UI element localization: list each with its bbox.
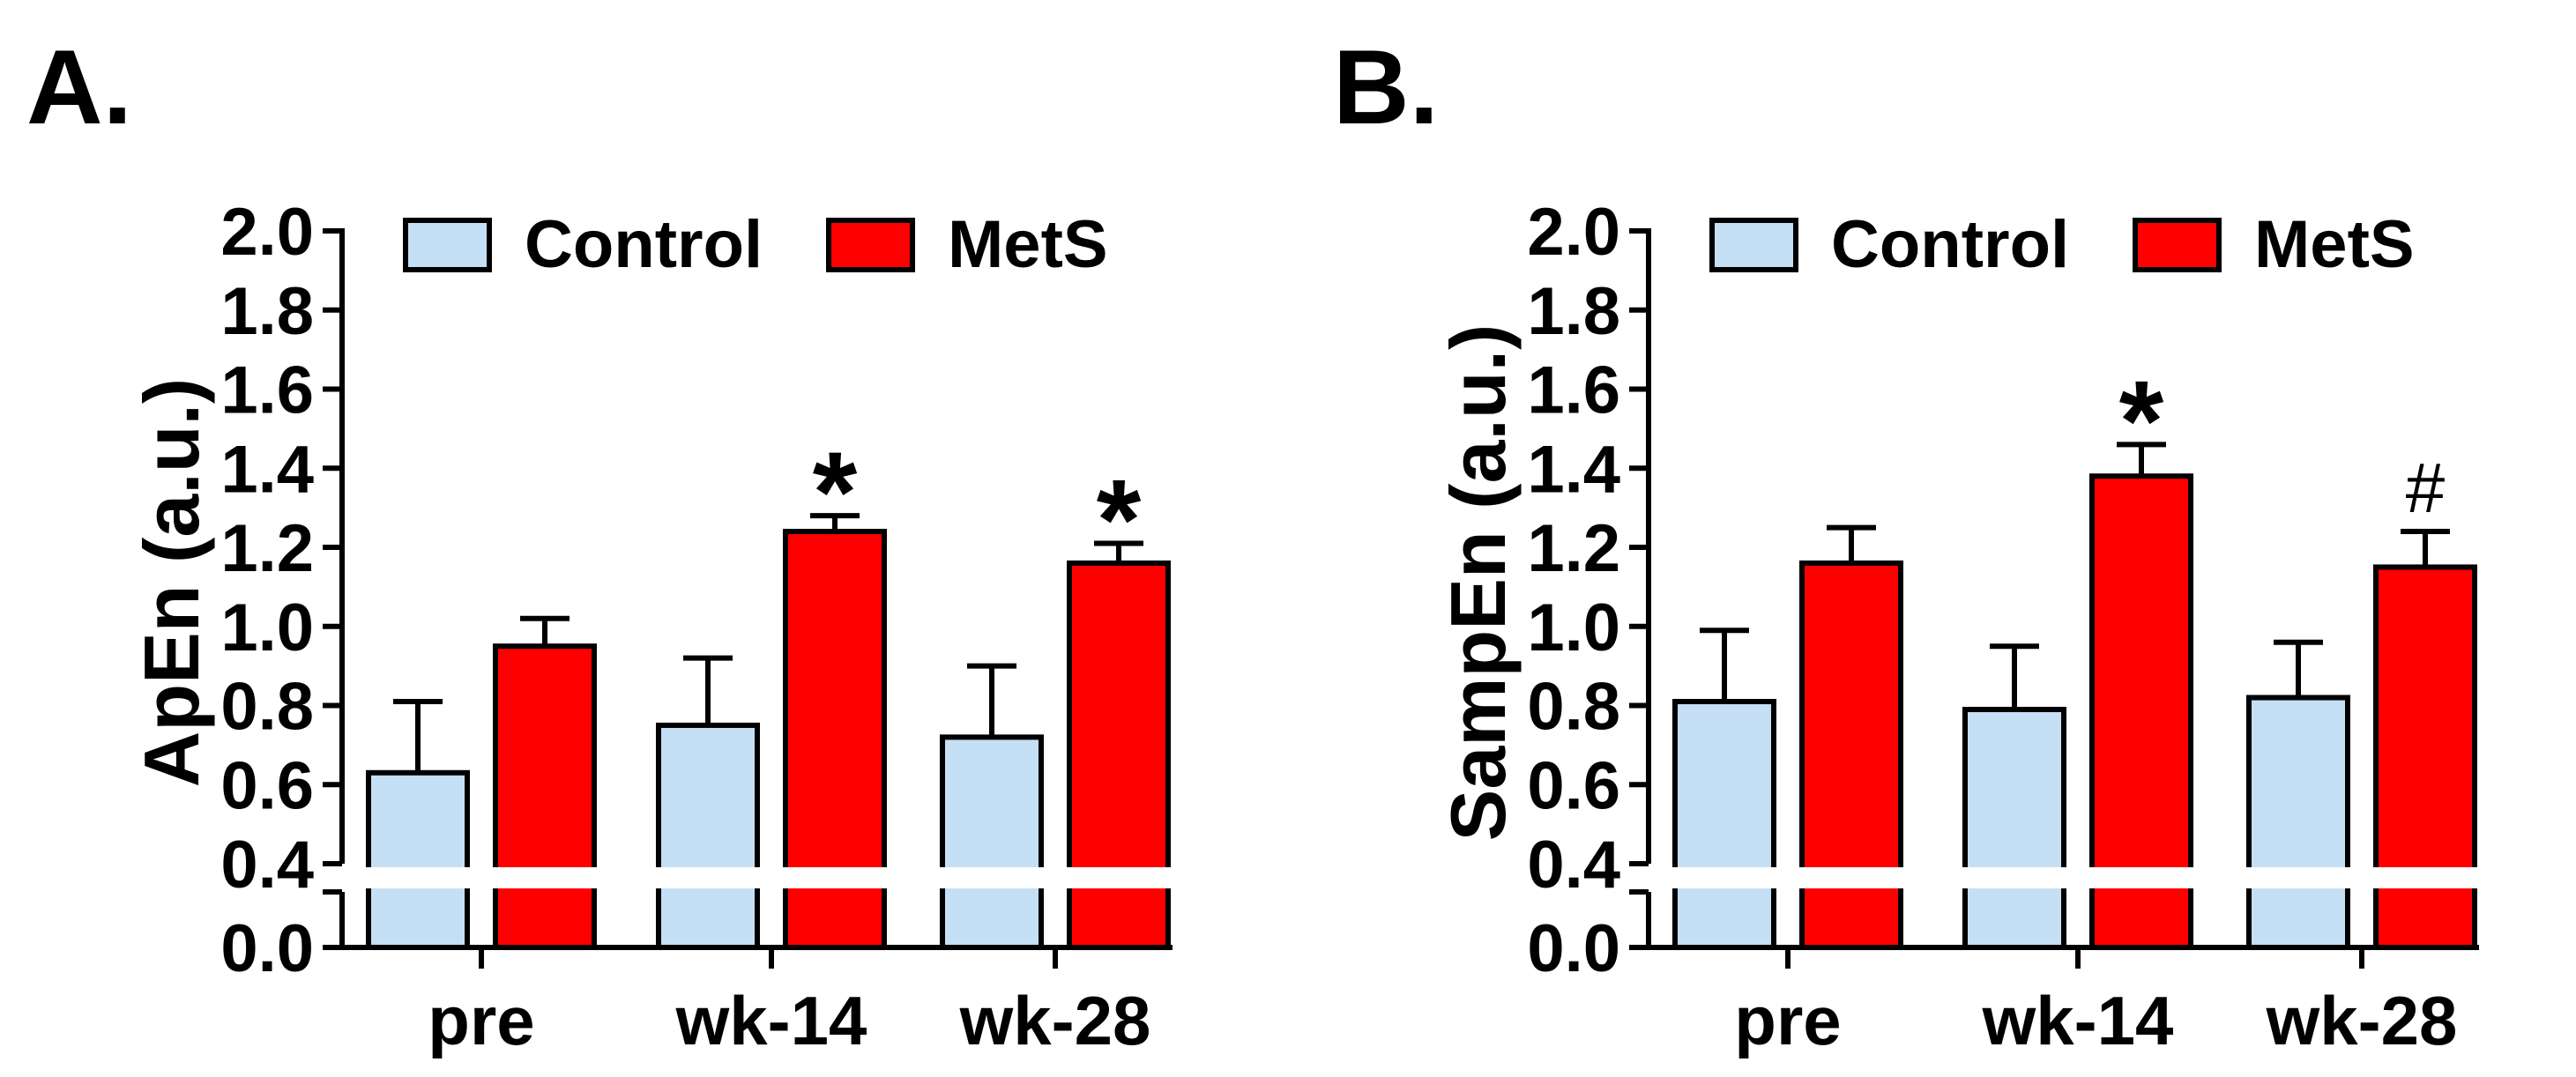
legend-label-control: Control (1831, 207, 2069, 282)
significance-mark-wk-28: # (2406, 449, 2446, 527)
panel-label: A. (26, 28, 132, 146)
y-tick-label-1.0: 1.0 (220, 590, 314, 665)
x-tick-label-wk-28: wk-28 (2266, 982, 2458, 1059)
bar-mets-wk-28 (1067, 560, 1171, 950)
bar-mets-pre (493, 643, 597, 950)
legend-label-control: Control (525, 207, 763, 282)
y-tick-label-0.6: 0.6 (1527, 748, 1620, 823)
y-tick-label-1.8: 1.8 (220, 274, 314, 349)
legend-label-mets: MetS (948, 207, 1108, 282)
bar-mets-pre (1799, 560, 1903, 950)
axis-break-gap (1622, 867, 2505, 888)
y-tick-label-0.0: 0.0 (220, 911, 314, 986)
y-tick-label-0.0: 0.0 (1527, 911, 1620, 986)
legend-swatch-mets (826, 218, 915, 272)
panel-label: B. (1333, 28, 1439, 146)
legend-swatch-mets (2133, 218, 2222, 272)
x-tick-label-wk-14: wk-14 (1982, 982, 2174, 1059)
panel-b-chart: B. SampEn (a.u.) pre * wk-14 # wk-28 0.0 0.40.60… (1333, 28, 2505, 1059)
y-axis-label: SampEn (a.u.) (1434, 324, 1522, 842)
significance-mark-wk-28: * (1097, 456, 1142, 584)
x-tick-label-pre: pre (428, 982, 534, 1059)
y-tick-label-2.0: 2.0 (1527, 195, 1620, 270)
y-tick-label-1.0: 1.0 (1527, 590, 1620, 665)
y-tick-label-1.6: 1.6 (1527, 353, 1620, 428)
y-tick-label-1.8: 1.8 (1527, 274, 1620, 349)
panel-a-chart: A. ApEn (a.u.) pre * wk-14 * wk-28 0.0 0.40.60.8… (26, 28, 1199, 1059)
legend-swatch-control (403, 218, 492, 272)
legend-label-mets: MetS (2254, 207, 2415, 282)
axis-break-gap (316, 867, 1199, 888)
y-tick-label-1.6: 1.6 (220, 353, 314, 428)
bar-control-pre (1672, 699, 1776, 950)
bar-control-wk-28 (940, 734, 1044, 951)
bar-control-pre (366, 769, 470, 950)
y-tick-label-1.4: 1.4 (220, 432, 314, 507)
y-tick-label-0.4: 0.4 (1527, 828, 1620, 902)
y-tick-label-0.4: 0.4 (220, 828, 314, 902)
y-tick-label-0.6: 0.6 (220, 748, 314, 823)
significance-mark-wk-14: * (2119, 356, 2164, 485)
y-tick-label-0.8: 0.8 (220, 670, 314, 745)
y-tick-label-1.2: 1.2 (1527, 511, 1620, 586)
x-tick-label-pre: pre (1734, 982, 1841, 1059)
y-axis-label: ApEn (a.u.) (128, 378, 215, 787)
significance-mark-wk-14: * (813, 427, 858, 556)
y-tick-label-1.4: 1.4 (1527, 432, 1620, 507)
bar-control-wk-28 (2246, 694, 2350, 951)
legend-swatch-control (1709, 218, 1798, 272)
x-tick-label-wk-28: wk-28 (959, 982, 1151, 1059)
y-tick-label-2.0: 2.0 (220, 195, 314, 270)
bar-control-wk-14 (1962, 706, 2066, 950)
x-tick-label-wk-14: wk-14 (675, 982, 867, 1059)
y-tick-label-0.8: 0.8 (1527, 670, 1620, 745)
bar-control-wk-14 (656, 722, 760, 950)
y-tick-label-1.2: 1.2 (220, 511, 314, 586)
bar-mets-wk-28 (2373, 564, 2477, 950)
